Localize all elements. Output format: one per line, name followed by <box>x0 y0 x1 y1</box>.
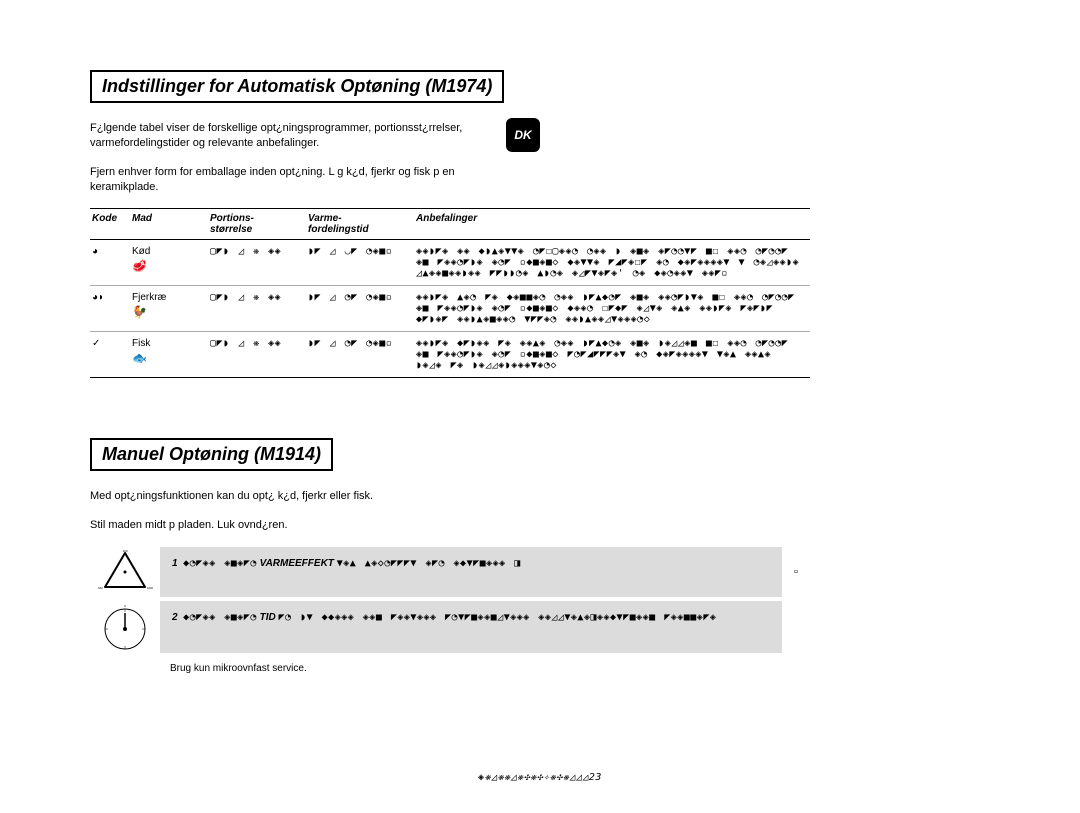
poultry-icon: 🐓 <box>132 305 202 319</box>
section1-para1: F¿lgende tabel viser de forskellige opt¿… <box>90 121 520 151</box>
row0-code: ◕ <box>90 240 130 286</box>
row2-code: ✓ <box>90 332 130 378</box>
step2-keyword: TID <box>260 612 276 623</box>
row1-varme: ◗◤ ◿ ◔◤ ◔◈■▫ <box>306 286 414 332</box>
row2-anbef: ◈◈◗◤◈ ◆◤◗◈◈ ◤◈ ◈◈▲◈ ◔◈◈ ◗◤▲◆◔◈ ◈■◈ ◗◈◿◿◈… <box>414 332 810 378</box>
language-badge: DK <box>506 118 540 152</box>
th-portion-l2: størrelse <box>210 224 252 235</box>
step-row: 0 2 ◆◔◤◈◈ ◈■◈◤◔ TID ◤◔ ◗▼ ◆◆◈◈◈ ◈◈■ ◤◈◈▼… <box>90 601 810 653</box>
section2-note: Brug kun mikroovnfast service. <box>170 663 990 674</box>
step1-text-b: ▼◈▲ ▲◈◇◔◤◤◤▼ ◈◤◔ ◈◆▼◤■◈◈◈ ◨ <box>337 558 521 569</box>
page: DK Indstillinger for Automatisk Optøning… <box>0 0 1080 813</box>
row1-anbef: ◈◈◗◤◈ ▲◈◔ ◤◈ ◆◈■■◈◔ ◔◈◈ ◗◤▲◆◔◤ ◈■◈ ◈◈◔◤◗… <box>414 286 810 332</box>
svg-text:Min: Min <box>98 586 103 590</box>
meat-icon: 🥩 <box>132 259 202 273</box>
section1-para2: Fjern enhver form for emballage inden op… <box>90 165 520 195</box>
row0-portion: ▢◤◗ ◿ ❋ ◈◈ <box>208 240 306 286</box>
table-row: ◕◗ Fjerkræ 🐓 ▢◤◗ ◿ ❋ ◈◈ ◗◤ ◿ ◔◤ ◔◈■▫ ◈◈◗… <box>90 286 810 332</box>
svg-text:100: 100 <box>122 549 127 553</box>
row2-mad: Fisk 🐟 <box>130 332 208 378</box>
dial-power-icon: 100 Min 1000W <box>97 547 153 597</box>
section2-title: Manuel Optøning (M1914) <box>90 438 333 471</box>
table-row: ✓ Fisk 🐟 ▢◤◗ ◿ ❋ ◈◈ ◗◤ ◿ ◔◤ ◔◈■▫ ◈◈◗◤◈ ◆… <box>90 332 810 378</box>
step1-keyword: VARMEEFFEKT <box>260 558 334 569</box>
row0-varme: ◗◤ ◿ ◡◤ ◔◈■▫ <box>306 240 414 286</box>
th-anbef: Anbefalinger <box>414 209 810 240</box>
section2-para2: Stil maden midt p pladen. Luk ovnd¿ren. <box>90 518 520 533</box>
row2-varme: ◗◤ ◿ ◔◤ ◔◈■▫ <box>306 332 414 378</box>
step2-num: 2 <box>172 612 178 623</box>
step1-num: 1 <box>172 558 178 569</box>
step2-text-b: ◤◔ ◗▼ ◆◆◈◈◈ ◈◈■ ◤◈◈▼◈◈◈ ◤◔▼◤■◈◈■◿▼◈◈◈ ◈◈… <box>279 612 717 623</box>
code-symbol: ◕◗ <box>92 292 104 303</box>
step1-right-icon: ▫ <box>782 547 810 597</box>
step1-text-a: ◆◔◤◈◈ ◈■◈◤◔ <box>183 558 257 569</box>
th-portion-l1: Portions- <box>210 213 254 224</box>
code-symbol: ✓ <box>92 338 100 349</box>
section1-title: Indstillinger for Automatisk Optøning (M… <box>90 70 504 103</box>
code-symbol: ◕ <box>92 246 98 257</box>
th-varme-l1: Varme- <box>308 213 342 224</box>
table-row: ◕ Kød 🥩 ▢◤◗ ◿ ❋ ◈◈ ◗◤ ◿ ◡◤ ◔◈■▫ ◈◈◗◤◈ ◈◈… <box>90 240 810 286</box>
dial-time-icon: 0 <box>97 601 153 653</box>
th-mad: Mad <box>130 209 208 240</box>
step2-right-icon <box>782 601 810 653</box>
step-row: 100 Min 1000W 1 ◆◔◤◈◈ ◈■◈◤◔ VARMEEFFEKT … <box>90 547 810 597</box>
page-number: ◈❋◿❋❋◿❋✣❋✣✧❋✣❋◿◿◿23 <box>0 772 1080 783</box>
svg-text:1000W: 1000W <box>147 586 153 590</box>
row0-mad: Kød 🥩 <box>130 240 208 286</box>
th-portion: Portions- størrelse <box>208 209 306 240</box>
row1-code: ◕◗ <box>90 286 130 332</box>
th-varme-l2: fordelingstid <box>308 224 369 235</box>
defrost-table: Kode Mad Portions- størrelse Varme- ford… <box>90 208 810 378</box>
th-kode: Kode <box>90 209 130 240</box>
section2: Manuel Optøning (M1914) Med opt¿ningsfun… <box>90 438 990 674</box>
row1-portion: ▢◤◗ ◿ ❋ ◈◈ <box>208 286 306 332</box>
mad-label: Fjerkræ <box>132 292 166 303</box>
step1-dial: 100 Min 1000W <box>90 547 160 597</box>
steps: 100 Min 1000W 1 ◆◔◤◈◈ ◈■◈◤◔ VARMEEFFEKT … <box>90 547 810 653</box>
section2-para1: Med opt¿ningsfunktionen kan du opt¿ k¿d,… <box>90 489 520 504</box>
th-varme: Varme- fordelingstid <box>306 209 414 240</box>
mad-label: Fisk <box>132 338 150 349</box>
step2-text: 2 ◆◔◤◈◈ ◈■◈◤◔ TID ◤◔ ◗▼ ◆◆◈◈◈ ◈◈■ ◤◈◈▼◈◈… <box>160 601 782 653</box>
row1-mad: Fjerkræ 🐓 <box>130 286 208 332</box>
fish-icon: 🐟 <box>132 351 202 365</box>
mad-label: Kød <box>132 246 150 257</box>
row0-anbef: ◈◈◗◤◈ ◈◈ ◆◗▲◈▼▼◈ ◔◤☐▢◈◈◔ ◔◈◈ ◗ ◈■◈ ◈◤◔◔▼… <box>414 240 810 286</box>
row2-portion: ▢◤◗ ◿ ❋ ◈◈ <box>208 332 306 378</box>
svg-text:0: 0 <box>124 604 126 608</box>
step2-dial: 0 <box>90 601 160 653</box>
step1-text: 1 ◆◔◤◈◈ ◈■◈◤◔ VARMEEFFEKT ▼◈▲ ▲◈◇◔◤◤◤▼ ◈… <box>160 547 782 597</box>
step2-text-a: ◆◔◤◈◈ ◈■◈◤◔ <box>183 612 257 623</box>
